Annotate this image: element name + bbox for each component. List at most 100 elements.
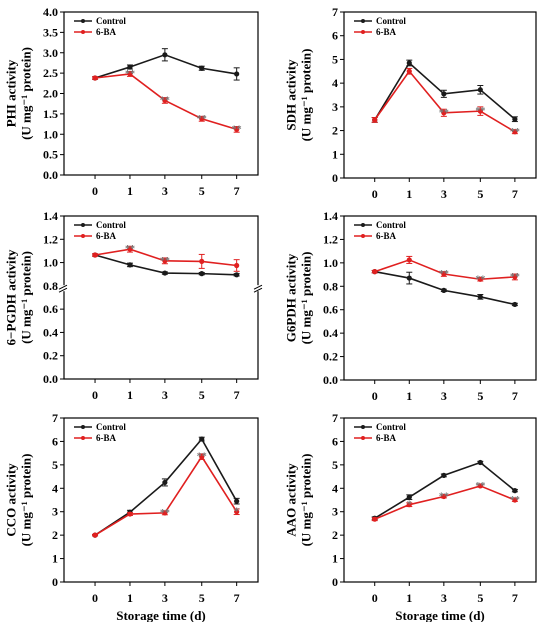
aao-x-axis-label: Storage time (d) <box>395 608 485 622</box>
cco-significance-label: ** <box>160 508 170 519</box>
cco-ytick-label: 7 <box>52 411 58 425</box>
aao-significance-label: * <box>407 500 412 511</box>
aao-legend-label-0: Control <box>376 422 406 432</box>
g6pdh-ytick-label: 0.4 <box>323 326 338 340</box>
g6pdh-significance-label: ** <box>510 272 520 283</box>
sdh-data-point <box>372 117 378 123</box>
panel-aao: 0 1 2 3 4 5 6 7 0 1 3 5 7 AAO activity(U mg⁻¹ protein… <box>283 411 537 622</box>
phi-y-axis-label-line1: PHI activity <box>3 59 18 127</box>
cco-data-point <box>162 479 168 486</box>
g6pdh-ytick-label: 1.2 <box>323 232 338 246</box>
pgdh-ytick-label: 1.0 <box>43 256 58 270</box>
cco-legend-label-1: 6-BA <box>96 433 117 443</box>
phi-ytick-label: 0.0 <box>43 168 58 182</box>
sdh-ytick-label: 7 <box>332 5 338 19</box>
pgdh-ytick-label: 1.4 <box>43 209 58 223</box>
pgdh-xtick-label: 1 <box>127 388 133 402</box>
sdh-y-axis-label-line2: (U mg⁻¹ protein) <box>298 49 313 142</box>
cco-data-point <box>234 498 240 504</box>
g6pdh-ytick-label: 1.0 <box>323 256 338 270</box>
phi-xtick-label: 5 <box>199 184 205 198</box>
sdh-data-point <box>441 110 447 116</box>
g6pdh-ytick-label: 0.0 <box>323 373 338 387</box>
cco-plot-frame <box>63 417 259 583</box>
phi-legend-marker-1 <box>81 30 85 34</box>
panel-sdh: 0 1 2 3 4 5 6 7 0 1 3 5 7 SDH activity(U mg⁻¹ protein… <box>283 5 537 201</box>
phi-data-point <box>92 75 98 81</box>
cco-y-axis-label: CCO activity(U mg⁻¹ protein) <box>3 454 33 547</box>
phi-ytick-label: 2.0 <box>43 87 58 101</box>
sdh-legend-label-0: Control <box>376 16 406 26</box>
aao-data-point <box>512 488 518 494</box>
phi-data-point <box>234 126 240 132</box>
cco-y-axis-label-line1: CCO activity <box>3 463 18 537</box>
sdh-xtick-label: 1 <box>406 187 412 201</box>
phi-series-line-0 <box>94 53 237 79</box>
aao-significance-label: ** <box>475 481 485 492</box>
cco-data-point <box>127 511 133 517</box>
cco-xtick-label: 7 <box>234 591 240 605</box>
g6pdh-data-point <box>441 287 447 293</box>
pgdh-y-axis-label: 6−PGDH activity(U mg⁻¹ protein) <box>3 249 33 345</box>
aao-ytick-label: 6 <box>332 434 338 448</box>
pgdh-y-axis-label-line1: 6−PGDH activity <box>3 249 18 345</box>
phi-data-point <box>127 71 133 77</box>
g6pdh-xtick-label: 3 <box>441 389 447 403</box>
g6pdh-xtick-label: 1 <box>406 389 412 403</box>
g6pdh-y-axis-label: G6PDH activity(U mg⁻¹ protein) <box>283 252 313 345</box>
cco-legend-label-0: Control <box>96 422 126 432</box>
aao-data-point <box>441 472 447 478</box>
pgdh-data-point <box>162 270 168 276</box>
g6pdh-xtick-label: 0 <box>372 389 378 403</box>
phi-xtick-label: 7 <box>234 184 240 198</box>
g6pdh-y-axis-label-line2: (U mg⁻¹ protein) <box>298 252 313 345</box>
aao-xtick-label: 3 <box>441 591 447 605</box>
cco-series-1: ***** <box>92 452 240 538</box>
pgdh-legend-marker-1 <box>81 234 85 238</box>
aao-data-point <box>406 494 412 500</box>
panel-pgdh: 0.0 0.2 0.4 0.6 0.8 1.0 1.2 1.4 0 1 3 5 7 6−PGDH acti… <box>3 209 263 402</box>
aao-xtick-label: 0 <box>372 591 378 605</box>
sdh-data-point <box>512 116 518 122</box>
pgdh-legend-label-0: Control <box>96 220 126 230</box>
phi-ytick-label: 1.0 <box>43 127 58 141</box>
cco-data-point <box>92 532 98 538</box>
aao-plot-frame <box>343 417 537 583</box>
aao-ytick-label: 1 <box>332 552 338 566</box>
sdh-ytick-label: 2 <box>332 124 338 138</box>
pgdh-axis-break-gap <box>60 285 68 292</box>
pgdh-y-axis-label-line2: (U mg⁻¹ protein) <box>18 251 33 344</box>
pgdh-data-point <box>199 258 205 265</box>
pgdh-axis-break-mark <box>58 284 68 290</box>
g6pdh-data-point <box>406 275 412 281</box>
sdh-legend-marker-0 <box>361 19 365 23</box>
aao-data-point <box>406 502 412 508</box>
aao-xtick-label: 7 <box>512 591 518 605</box>
g6pdh-legend-marker-0 <box>361 223 365 227</box>
cco-data-point <box>199 436 205 442</box>
cco-ytick-label: 4 <box>52 481 58 495</box>
phi-significance-label: ** <box>125 69 135 80</box>
aao-ytick-label: 3 <box>332 505 338 519</box>
cco-legend-marker-0 <box>81 425 85 429</box>
pgdh-series-1: ** ** <box>92 244 240 272</box>
sdh-data-point <box>406 68 412 74</box>
aao-y-axis-label-line1: AAO activity <box>283 463 298 537</box>
cco-ytick-label: 3 <box>52 505 58 519</box>
aao-data-point <box>477 483 483 489</box>
cco-xtick-label: 0 <box>92 591 98 605</box>
g6pdh-data-point <box>477 294 483 300</box>
sdh-plot-frame <box>343 11 537 179</box>
sdh-xtick-label: 5 <box>477 187 483 201</box>
sdh-data-point <box>477 87 483 93</box>
aao-ytick-label: 0 <box>332 575 338 589</box>
pgdh-data-point <box>127 262 133 268</box>
sdh-legend-label-1: 6-BA <box>376 27 397 37</box>
pgdh-data-point <box>234 272 240 278</box>
aao-ytick-label: 5 <box>332 458 338 472</box>
cco-xtick-label: 1 <box>127 591 133 605</box>
g6pdh-ytick-label: 0.8 <box>323 279 338 293</box>
aao-legend-marker-0 <box>361 425 365 429</box>
phi-ytick-label: 3.5 <box>43 25 58 39</box>
